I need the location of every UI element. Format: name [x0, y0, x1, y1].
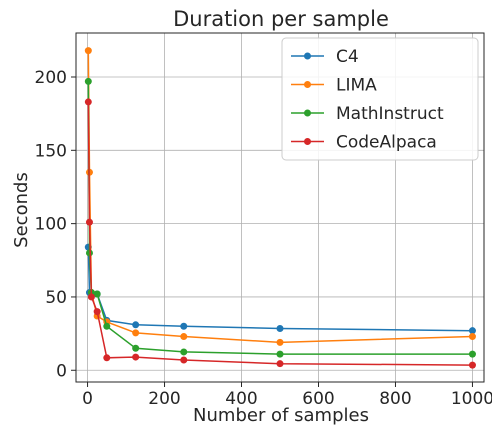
x-tick-label: 800 [379, 389, 411, 409]
legend-label: CodeAlpaca [336, 133, 437, 153]
data-point [468, 333, 476, 341]
plot-frame [75, 32, 485, 383]
x-tick-label: 600 [302, 389, 334, 409]
legend-label: LIMA [336, 76, 377, 96]
data-point [132, 329, 140, 337]
data-point [85, 218, 93, 226]
series-c4 [84, 243, 476, 335]
x-axis-label: Number of samples [193, 405, 369, 426]
x-tick-label: 0 [82, 389, 93, 409]
data-point [85, 249, 93, 257]
data-point [276, 338, 284, 346]
legend-marker [304, 81, 311, 88]
data-point [103, 322, 111, 330]
data-point [132, 321, 140, 329]
data-point [84, 47, 92, 55]
legend-item: MathInstruct [291, 104, 444, 124]
data-point [132, 344, 140, 352]
data-point [93, 308, 101, 316]
y-axis-label: Seconds [11, 172, 32, 248]
y-tick-label: 50 [45, 288, 67, 308]
x-tick-label: 1000 [451, 389, 492, 409]
series-layer [84, 47, 476, 369]
y-tick-label: 0 [56, 361, 67, 381]
data-point [276, 324, 284, 332]
legend-marker [304, 138, 311, 145]
axis-ticks: 0 200 400 600 800 1000 0 50 100 150 200 [35, 68, 492, 409]
legend-item: C4 [291, 47, 359, 67]
data-point [84, 77, 92, 85]
data-point [103, 354, 111, 362]
x-tick-label: 200 [148, 389, 180, 409]
y-tick-label: 100 [35, 215, 67, 235]
data-point [180, 333, 188, 341]
data-point [180, 356, 188, 364]
legend: C4 LIMA MathInstruct CodeAlpaca [281, 37, 479, 161]
data-point [180, 322, 188, 330]
legend-marker [304, 52, 311, 60]
x-tick-label: 400 [225, 389, 257, 409]
legend-label: C4 [336, 47, 359, 67]
legend-item: LIMA [291, 76, 377, 96]
data-point [276, 350, 284, 358]
legend-box [281, 37, 479, 161]
series-line [87, 247, 473, 332]
data-point [93, 290, 101, 298]
y-tick-label: 150 [35, 141, 67, 161]
data-point [468, 327, 476, 335]
data-point [84, 98, 92, 106]
data-point [468, 350, 476, 358]
data-point [468, 361, 476, 369]
y-tick-label: 200 [35, 68, 67, 88]
data-point [132, 353, 140, 361]
legend-label: MathInstruct [336, 104, 444, 124]
legend-marker [304, 109, 311, 117]
data-point [87, 293, 95, 301]
data-point [180, 348, 188, 356]
chart-title: Duration per sample [173, 7, 389, 31]
series-codealpaca [84, 98, 476, 369]
legend-item: CodeAlpaca [291, 133, 437, 153]
data-point [276, 360, 284, 368]
